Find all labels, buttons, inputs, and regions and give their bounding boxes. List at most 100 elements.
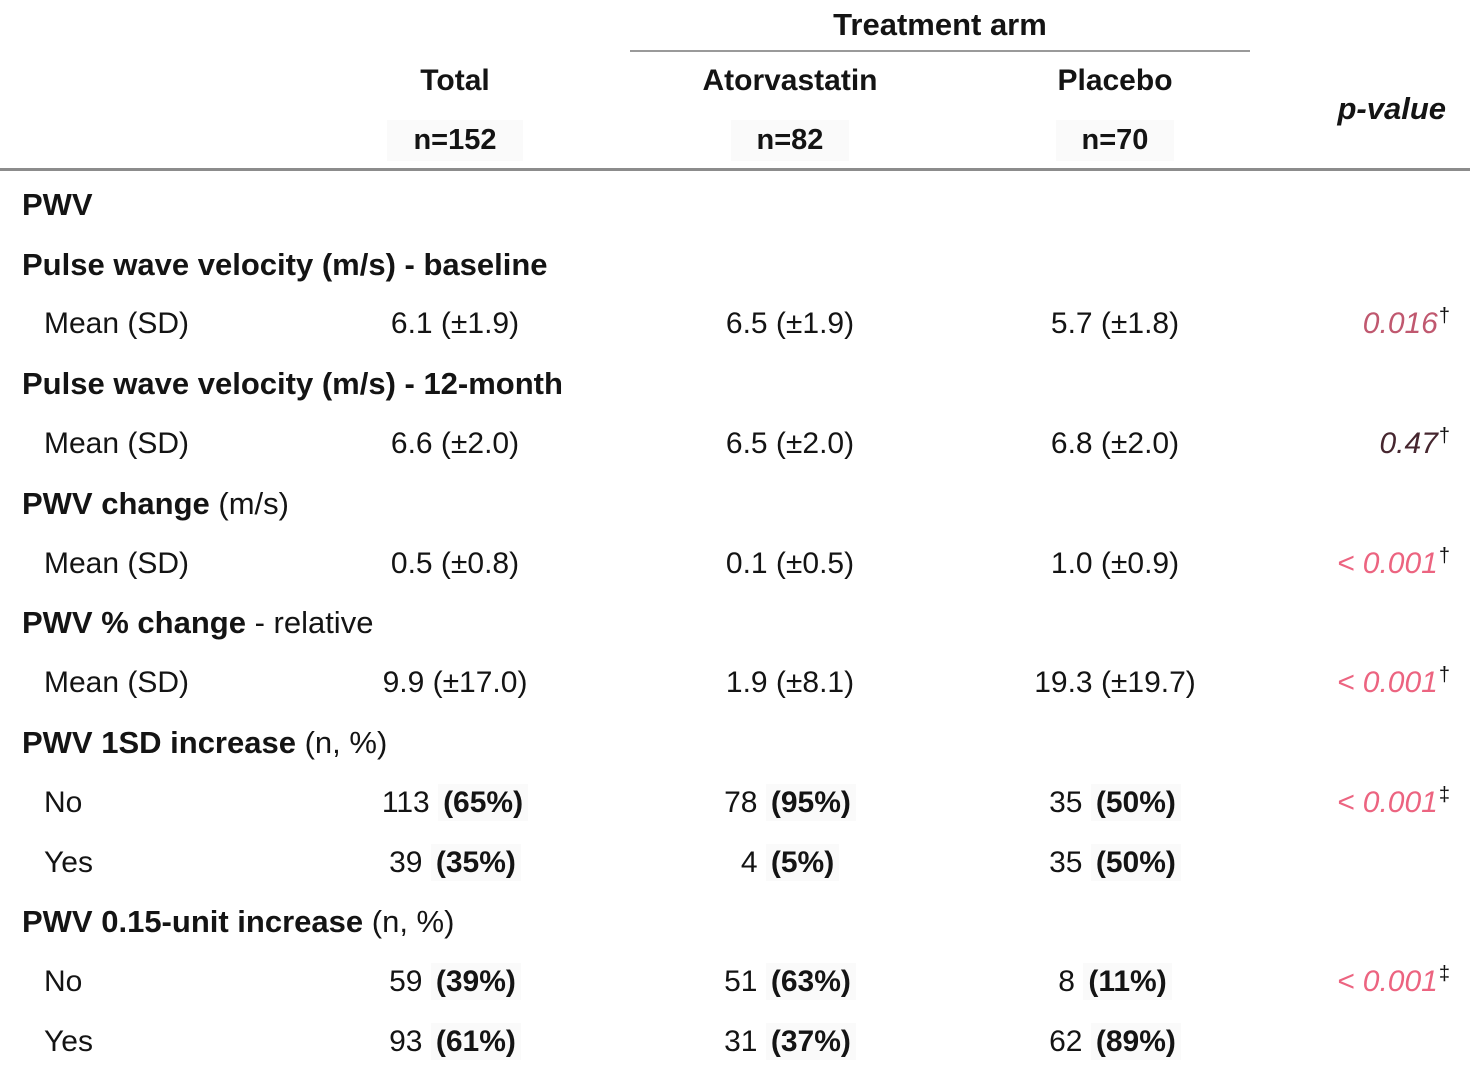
cell-total: 0.5 (±0.8) <box>330 547 580 581</box>
treatment-arm-header: Treatment arm <box>580 0 1230 50</box>
count-value: 39 <box>389 845 423 879</box>
cell-placebo: 1.0 (±0.9) <box>1000 547 1230 581</box>
p-value-text: < 0.001 <box>1336 785 1438 819</box>
section-row: Pulse wave velocity (m/s) - 12-month <box>0 354 1470 414</box>
count-value: 113 <box>381 785 430 819</box>
data-row: Yes 39 (35%) 4 (5%) 35 (50%) <box>0 833 1470 893</box>
percent-value: (95%) <box>765 783 856 821</box>
count-value: 4 <box>740 845 758 879</box>
cell-total: 39 (35%) <box>330 843 580 881</box>
row-label: PWV change (m/s) <box>0 486 330 522</box>
section-row: Pulse wave velocity (m/s) - baseline <box>0 235 1470 295</box>
cell-atorvastatin: 51 (63%) <box>580 963 1000 1001</box>
cell-atorvastatin: 4 (5%) <box>580 843 1000 881</box>
cell-p-value: < 0.001† <box>1230 546 1470 581</box>
count-value: 78 <box>724 785 758 819</box>
row-label: Mean (SD) <box>0 427 330 461</box>
column-header-p-value: p-value <box>1337 91 1446 126</box>
data-row: Yes 93 (61%) 31 (37%) 62 (89%) <box>0 1012 1470 1072</box>
table-body: PWV Pulse wave velocity (m/s) - baseline M… <box>0 168 1470 1072</box>
column-label-placebo: Placebo <box>1057 64 1173 97</box>
row-label: PWV 1SD increase (n, %) <box>0 725 387 761</box>
section-row: PWV 0.15-unit increase (n, %) <box>0 893 1470 953</box>
row-label: Mean (SD) <box>0 307 330 341</box>
section-label-suffix: (n, %) <box>371 904 455 940</box>
cell-p-value: 0.47† <box>1230 425 1470 461</box>
count-value: 93 <box>389 1025 423 1059</box>
cell-placebo: 5.7 (±1.8) <box>1000 307 1230 341</box>
row-label: No <box>0 965 330 999</box>
row-label-text: No <box>44 785 83 819</box>
value-text: 6.1 (±1.9) <box>390 307 520 341</box>
cell-total: 6.6 (±2.0) <box>330 427 580 461</box>
value-text: 6.5 (±2.0) <box>725 427 855 461</box>
p-value-text: < 0.001 <box>1336 666 1438 700</box>
section-label-suffix: - relative <box>254 605 374 641</box>
row-label-text: Mean (SD) <box>44 546 190 580</box>
count-value: 51 <box>724 965 758 999</box>
row-label: Mean (SD) <box>0 666 330 700</box>
row-label: PWV 0.15-unit increase (n, %) <box>0 904 454 940</box>
percent-value: (39%) <box>430 963 521 1001</box>
p-value-dagger: † <box>1438 425 1450 448</box>
row-label: Yes <box>0 1025 330 1059</box>
value-text: 1.9 (±8.1) <box>725 666 855 700</box>
data-row: No 59 (39%) 51 (63%) 8 (11%) < 0.001‡ <box>0 952 1470 1012</box>
row-label: No <box>0 786 330 820</box>
cell-atorvastatin: 31 (37%) <box>580 1023 1000 1061</box>
n-total-value: n=152 <box>387 119 523 161</box>
cell-atorvastatin: 6.5 (±2.0) <box>580 427 1000 461</box>
cell-p-value: 0.016† <box>1230 306 1470 341</box>
cell-atorvastatin: 1.9 (±8.1) <box>580 666 1000 700</box>
section-label-text: PWV 0.15-unit increase <box>22 904 364 940</box>
column-header-placebo: Placebo n=70 <box>1000 50 1230 168</box>
section-row: PWV <box>0 175 1470 235</box>
row-label: Pulse wave velocity (m/s) - 12-month <box>0 366 563 402</box>
row-label-text: No <box>44 965 83 999</box>
value-text: 0.1 (±0.5) <box>725 546 855 580</box>
cell-placebo: 62 (89%) <box>1000 1023 1230 1061</box>
count-value: 59 <box>389 965 423 999</box>
value-text: 6.5 (±1.9) <box>725 307 855 341</box>
row-label: Mean (SD) <box>0 547 330 581</box>
p-value-text: < 0.001 <box>1336 546 1438 580</box>
n-atorvastatin-value: n=82 <box>730 119 850 161</box>
treatment-arm-underline <box>630 50 1250 52</box>
cell-total: 9.9 (±17.0) <box>330 666 580 700</box>
column-header-atorvastatin: Atorvastatin n=82 <box>580 50 1000 168</box>
count-value: 8 <box>1058 965 1075 999</box>
percent-value: (50%) <box>1090 783 1181 821</box>
percent-value: (5%) <box>765 843 840 881</box>
table-header: Treatment arm Total n=152 Atorvastatin n… <box>0 0 1470 168</box>
percent-value: (61%) <box>430 1023 521 1061</box>
data-row: Mean (SD) 6.6 (±2.0) 6.5 (±2.0) 6.8 (±2.0) 0… <box>0 414 1470 474</box>
treatment-arm-label: Treatment arm <box>833 7 1047 42</box>
data-row: Mean (SD) 0.5 (±0.8) 0.1 (±0.5) 1.0 (±0.9) <… <box>0 534 1470 594</box>
section-label-suffix: (n, %) <box>304 725 388 761</box>
n-placebo-value: n=70 <box>1055 119 1175 161</box>
row-label: Yes <box>0 846 330 880</box>
count-value: 62 <box>1049 1025 1083 1059</box>
cell-atorvastatin: 6.5 (±1.9) <box>580 307 1000 341</box>
count-value: 35 <box>1049 785 1083 819</box>
section-label-suffix: (m/s) <box>218 485 289 521</box>
p-value-dagger: ‡ <box>1438 783 1450 806</box>
cell-p-value: < 0.001‡ <box>1230 783 1470 820</box>
column-label-atorvastatin: Atorvastatin <box>702 64 878 97</box>
section-label-text: Pulse wave velocity (m/s) - baseline <box>22 246 548 282</box>
cell-atorvastatin: 78 (95%) <box>580 783 1000 821</box>
percent-value: (35%) <box>430 843 521 881</box>
row-label: PWV % change - relative <box>0 605 373 641</box>
count-value: 35 <box>1049 845 1083 879</box>
cell-p-value: < 0.001‡ <box>1230 964 1470 999</box>
percent-value: (11%) <box>1083 963 1172 1001</box>
value-text: 5.7 (±1.8) <box>1050 307 1180 341</box>
row-label: PWV <box>0 187 330 223</box>
percent-value: (37%) <box>765 1023 856 1061</box>
cell-total: 113 (65%) <box>330 783 580 821</box>
cell-placebo: 35 (50%) <box>1000 843 1230 881</box>
p-value-dagger: † <box>1438 664 1450 687</box>
value-text: 19.3 (±19.7) <box>1034 666 1196 700</box>
cell-atorvastatin: 0.1 (±0.5) <box>580 547 1000 581</box>
